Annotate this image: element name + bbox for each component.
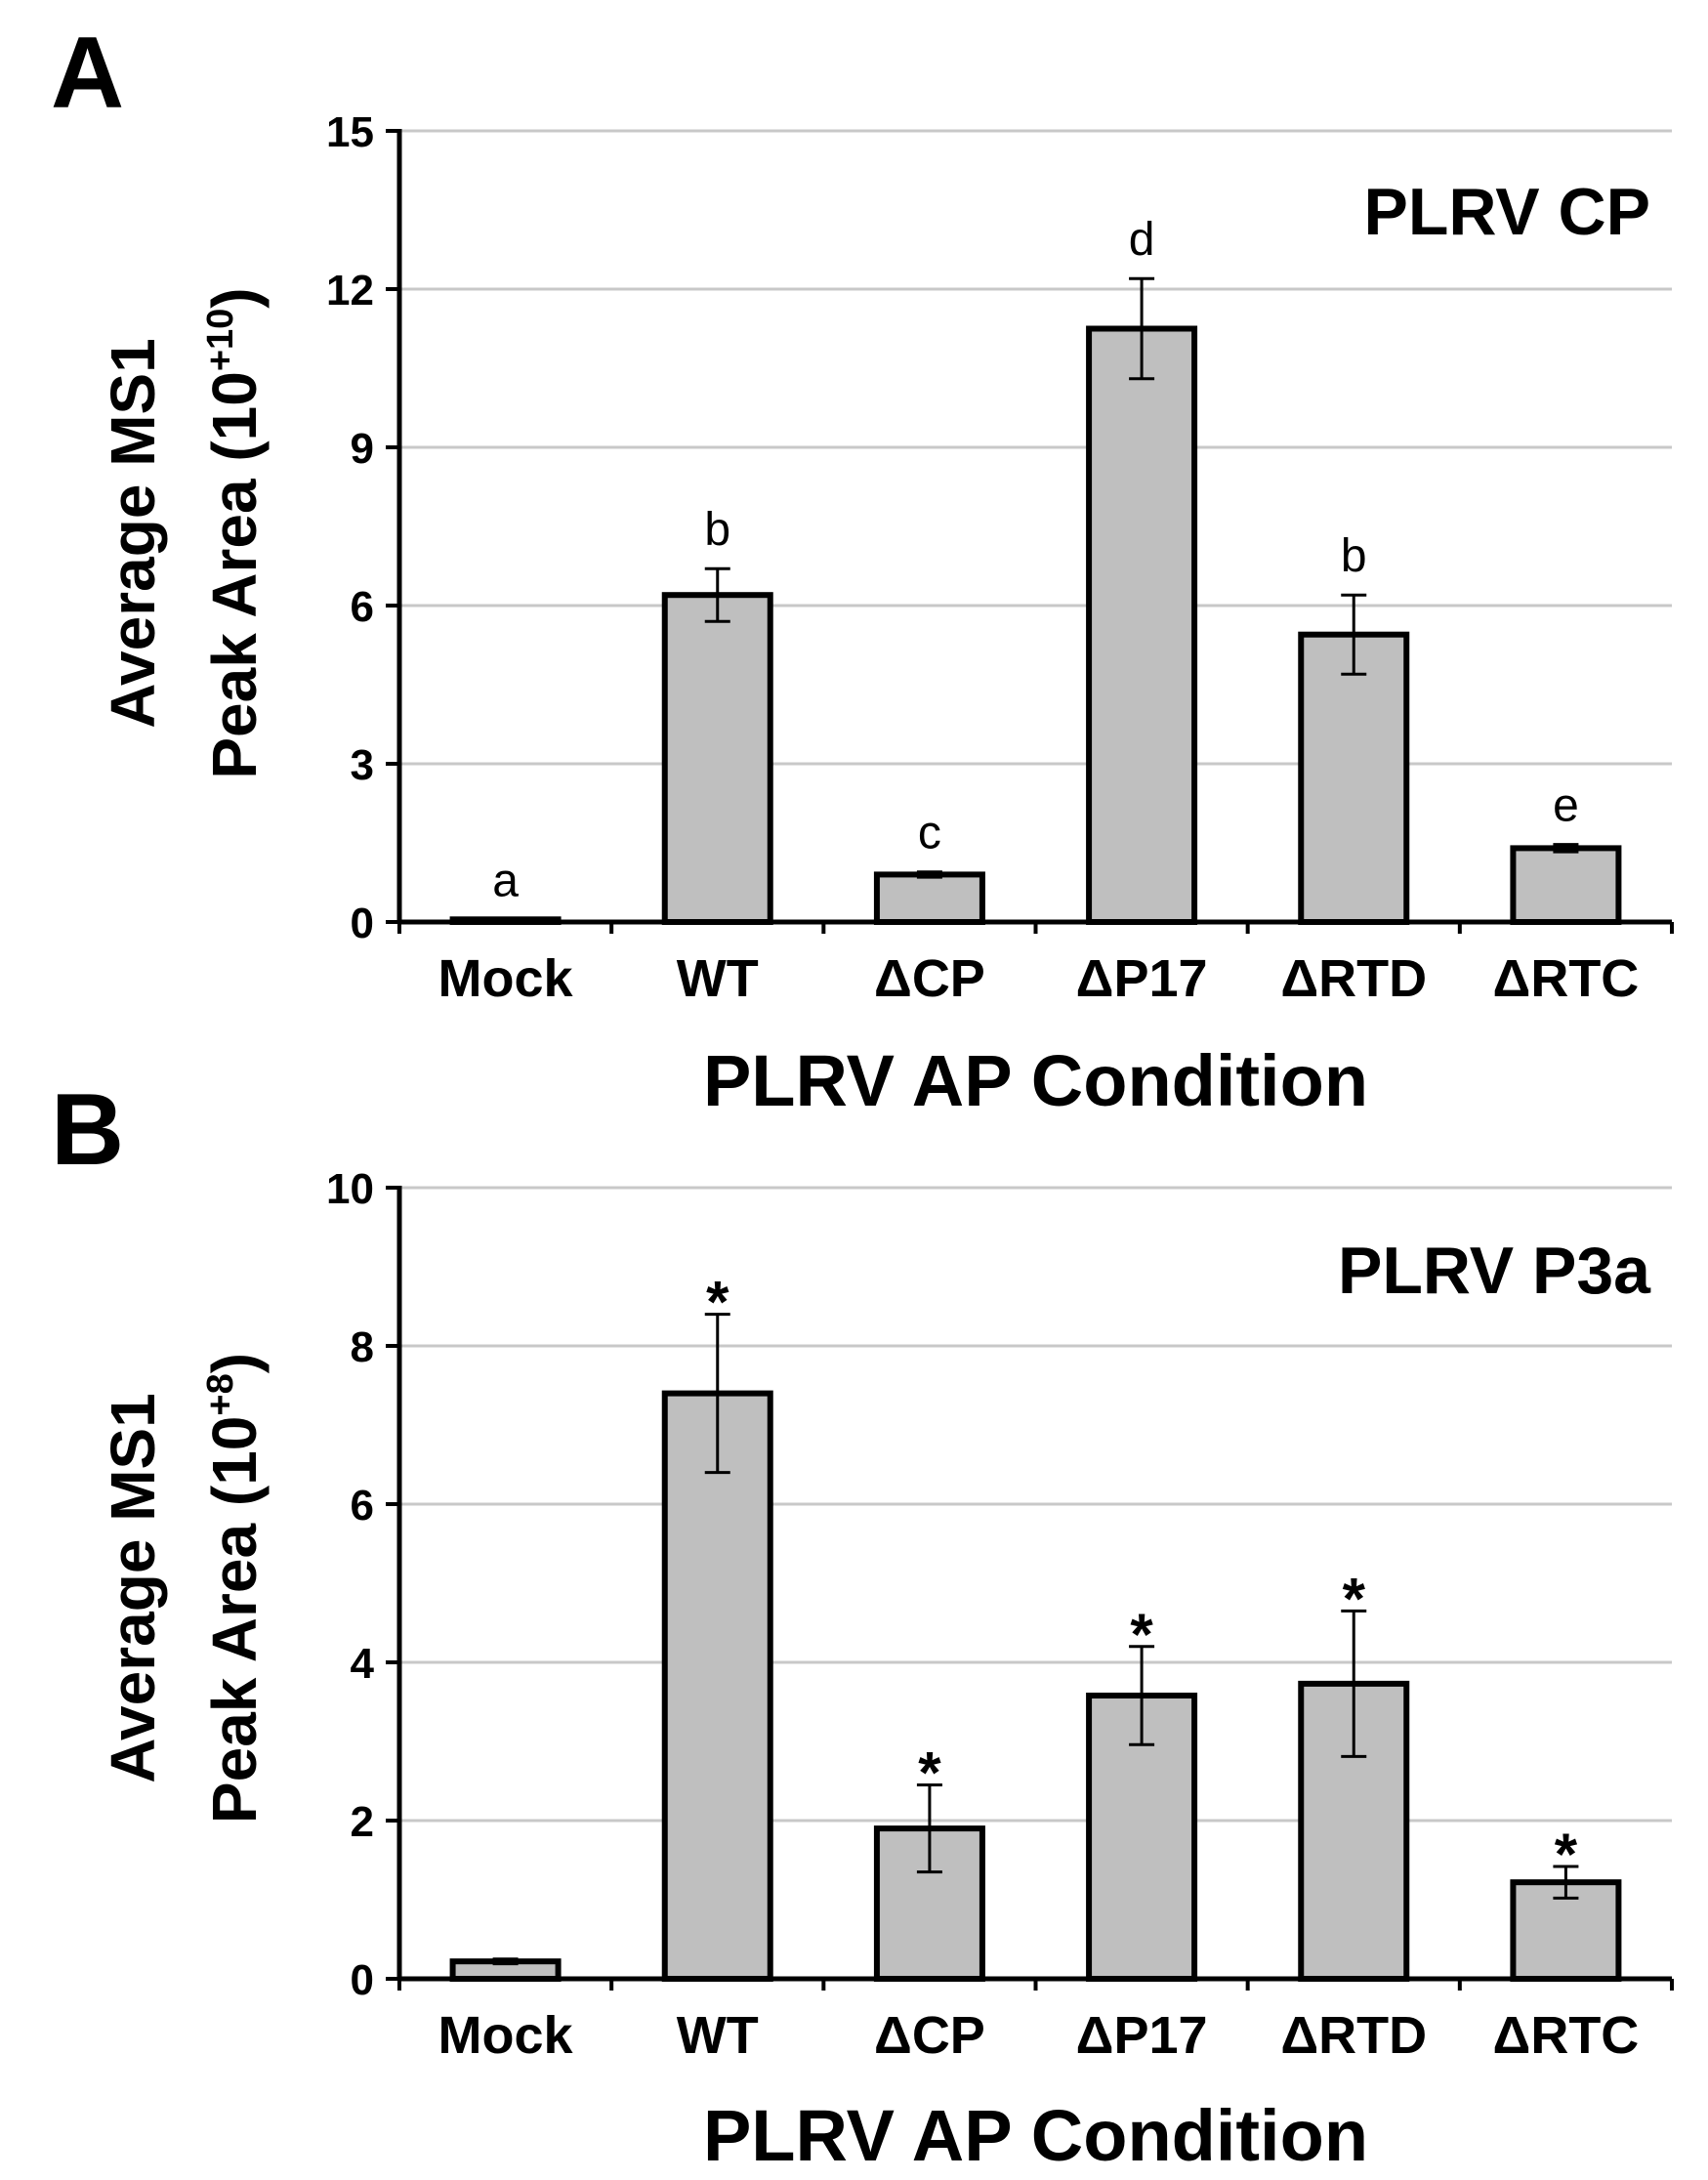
y-tick-label: 6 xyxy=(351,1482,374,1530)
y-tick-label: 15 xyxy=(326,108,374,156)
chart-panel-a: A 0 3 6 9 12 15 a b c d b e Mock WT ΔCP ΔP17 ΔRTD ΔRTC PLRV… xyxy=(51,17,1674,1121)
chart-title: PLRV CP xyxy=(1364,175,1650,249)
y-tick-label: 9 xyxy=(351,425,374,473)
x-tick-label: ΔRTD xyxy=(1280,2006,1427,2065)
x-tick-label: WT xyxy=(677,949,759,1008)
y-axis-label-base: Peak Area (10 xyxy=(199,1416,270,1824)
x-tick-label: ΔP17 xyxy=(1076,2006,1208,2065)
significance-star: * xyxy=(1130,1602,1153,1667)
significance-star: * xyxy=(918,1740,941,1806)
y-axis-label-close: ) xyxy=(199,287,270,308)
y-axis-label-close: ) xyxy=(199,1353,270,1373)
panel-letter: B xyxy=(51,1073,124,1187)
bar xyxy=(661,1390,773,1982)
significance-letter: d xyxy=(1129,214,1155,266)
x-tick-label: ΔRTC xyxy=(1493,949,1640,1008)
significance-star: * xyxy=(1343,1566,1366,1631)
y-axis-label-base: Peak Area (10 xyxy=(199,371,270,778)
x-tick-label: ΔCP xyxy=(874,2006,985,2065)
y-tick-label: 10 xyxy=(326,1165,374,1213)
chart-title: PLRV P3a xyxy=(1338,1234,1651,1308)
y-axis-label-exponent: +8 xyxy=(200,1373,241,1415)
y-axis-label-line1: Average MS1 xyxy=(98,1393,168,1783)
x-tick-label: ΔRTD xyxy=(1280,949,1427,1008)
significance-star: * xyxy=(1555,1822,1578,1887)
x-tick-label: WT xyxy=(677,2006,759,2065)
y-tick-label: 8 xyxy=(351,1323,374,1371)
y-tick-label: 3 xyxy=(351,741,374,789)
bar xyxy=(1510,845,1622,926)
y-axis-label-line2: Peak Area (10+10) xyxy=(199,287,270,778)
significance-letter: a xyxy=(492,855,519,906)
y-tick-label: 6 xyxy=(351,583,374,631)
significance-letter: e xyxy=(1553,780,1579,832)
y-tick-label: 12 xyxy=(326,267,374,314)
y-axis-label-line2: Peak Area (10+8) xyxy=(199,1353,270,1824)
x-tick-label: ΔP17 xyxy=(1076,949,1208,1008)
y-tick-label: 2 xyxy=(351,1798,374,1846)
x-axis-label: PLRV AP Condition xyxy=(703,1040,1368,1121)
y-tick-label: 0 xyxy=(351,1956,374,2004)
y-tick-label: 4 xyxy=(351,1640,375,1688)
x-tick-label: ΔRTC xyxy=(1493,2006,1640,2065)
x-tick-label: ΔCP xyxy=(874,949,985,1008)
bar xyxy=(661,592,773,925)
y-tick-label: 0 xyxy=(351,900,374,947)
x-axis-label: PLRV AP Condition xyxy=(703,2095,1368,2176)
significance-letter: c xyxy=(918,808,941,859)
y-axis-label-exponent: +10 xyxy=(200,309,241,371)
chart-panel-b: B 0 2 4 6 8 10 * * * * * Mock WT ΔCP ΔP17 ΔRTD ΔRTC PLRV A… xyxy=(51,1073,1674,2176)
panel-letter: A xyxy=(51,17,124,130)
bar xyxy=(1086,325,1198,925)
bar xyxy=(873,871,985,926)
x-tick-label: Mock xyxy=(438,2006,574,2065)
significance-star: * xyxy=(706,1270,729,1335)
significance-letter: b xyxy=(704,504,730,556)
y-axis-label-line1: Average MS1 xyxy=(98,338,168,729)
bar xyxy=(1298,631,1410,925)
x-tick-label: Mock xyxy=(438,949,574,1008)
significance-letter: b xyxy=(1341,530,1367,582)
